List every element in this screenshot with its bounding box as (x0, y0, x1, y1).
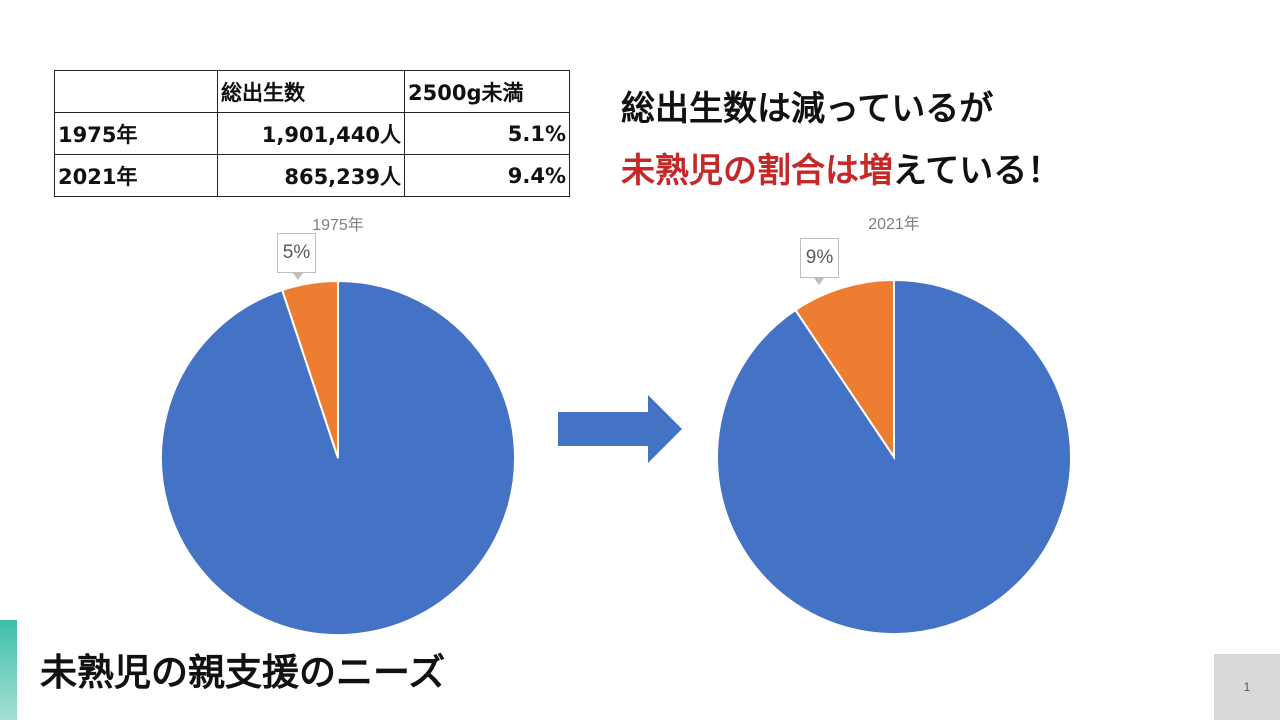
accent-bar (0, 620, 17, 720)
table-cell-births: 865,239人 (217, 154, 405, 197)
birth-data-table: 総出生数 2500g未満 1975年 1,901,440人 5.1% 2021年… (54, 70, 570, 197)
callout-tail (814, 278, 824, 285)
slide-title: 未熟児の親支援のニーズ (40, 651, 446, 694)
right-arrow-icon (558, 395, 682, 463)
pie-title-2021: 2021年 (868, 216, 920, 233)
table-header-row: 総出生数 2500g未満 (54, 70, 570, 113)
data-label-2021: 9% (800, 238, 839, 278)
pie-title-1975: 1975年 (312, 217, 364, 234)
table-header-cell: 2500g未満 (404, 70, 570, 113)
table-cell-low-weight: 5.1% (404, 112, 570, 155)
table-header-cell: 総出生数 (217, 70, 405, 113)
table-cell-year: 1975年 (54, 112, 218, 155)
table-cell-births: 1,901,440人 (217, 112, 405, 155)
table-header-cell (54, 70, 218, 113)
pie-chart-2021 (716, 278, 1072, 635)
headline-red-text: 未熟児の割合は増 (621, 151, 893, 191)
table-row: 2021年 865,239人 9.4% (54, 154, 570, 197)
table-row: 1975年 1,901,440人 5.1% (54, 112, 570, 155)
data-label-1975: 5% (277, 233, 316, 273)
table-cell-year: 2021年 (54, 154, 218, 197)
headline: 総出生数は減っているが 未熟児の割合は増えている！ (621, 78, 1061, 202)
headline-line-1: 総出生数は減っているが (621, 89, 994, 129)
pie-chart-1975 (160, 279, 516, 636)
table-cell-low-weight: 9.4% (404, 154, 570, 197)
pie-slice-low-weight (280, 279, 339, 459)
headline-rest-text: えている！ (893, 151, 1062, 191)
pie-slice-low-weight (794, 278, 895, 461)
callout-tail (293, 273, 303, 280)
headline-line-2: 未熟児の割合は増えている！ (621, 140, 1061, 202)
page-number: 1 (1214, 654, 1280, 720)
